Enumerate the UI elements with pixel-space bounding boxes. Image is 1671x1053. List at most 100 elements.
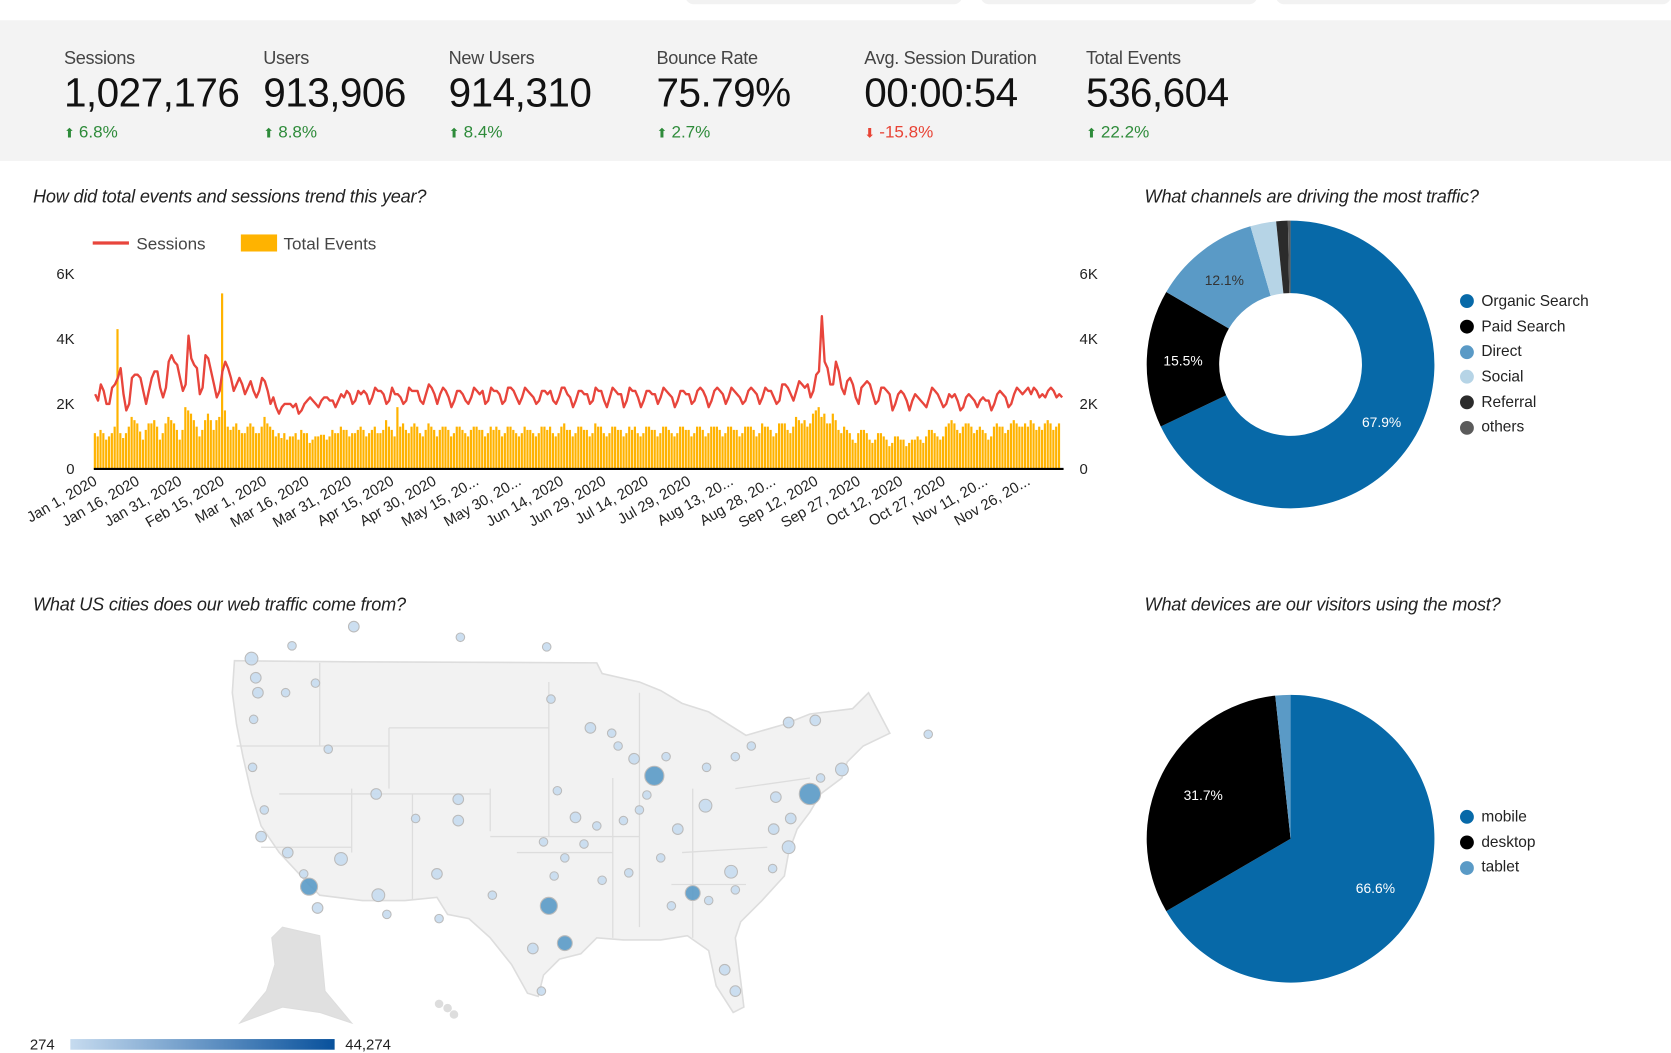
city-bubble[interactable] — [299, 877, 319, 896]
page-tab[interactable] — [980, 0, 1258, 5]
city-bubble[interactable] — [781, 840, 796, 855]
city-bubble[interactable] — [255, 830, 267, 843]
slice-referral[interactable] — [1276, 220, 1290, 294]
city-bubble[interactable] — [666, 901, 677, 911]
city-bubble[interactable] — [536, 986, 547, 996]
city-bubble[interactable] — [538, 837, 549, 847]
city-bubble[interactable] — [597, 875, 607, 886]
legend-item-social[interactable]: Social — [1460, 365, 1589, 390]
legend-item-direct[interactable]: Direct — [1460, 339, 1589, 364]
city-bubble[interactable] — [923, 729, 934, 740]
legend-item-desktop[interactable]: desktop — [1460, 830, 1535, 855]
city-bubble[interactable] — [767, 823, 780, 835]
city-bubble[interactable] — [606, 728, 617, 738]
city-bubble[interactable] — [247, 762, 258, 773]
us-cities-map[interactable] — [0, 607, 959, 1044]
city-bubble[interactable] — [642, 790, 652, 800]
city-bubble[interactable] — [382, 909, 392, 920]
city-bubble[interactable] — [549, 871, 559, 881]
slice-desktop[interactable] — [1146, 695, 1291, 912]
city-bubble[interactable] — [684, 885, 701, 902]
city-bubble[interactable] — [248, 714, 259, 725]
city-bubble[interactable] — [767, 863, 778, 874]
city-bubble[interactable] — [347, 620, 360, 633]
slice-paid-search[interactable] — [1146, 292, 1229, 427]
legend-item-referral[interactable]: Referral — [1460, 390, 1589, 415]
city-bubble[interactable] — [579, 839, 589, 849]
city-bubble[interactable] — [244, 651, 259, 666]
city-bubble[interactable] — [556, 935, 573, 952]
city-bubble[interactable] — [452, 793, 465, 806]
legend-item-others[interactable]: others — [1460, 415, 1589, 440]
slice-tablet[interactable] — [1275, 694, 1291, 839]
city-bubble[interactable] — [701, 762, 712, 773]
city-bubble[interactable] — [371, 888, 386, 903]
city-bubble[interactable] — [655, 853, 666, 863]
city-bubble[interactable] — [628, 752, 640, 765]
city-bubble[interactable] — [280, 687, 291, 698]
city-bubble[interactable] — [644, 765, 665, 786]
city-bubble[interactable] — [539, 896, 558, 915]
events-bar — [1052, 429, 1055, 469]
city-bubble[interactable] — [591, 821, 602, 831]
city-bubble[interactable] — [310, 678, 321, 688]
slice-others[interactable] — [1287, 220, 1291, 294]
city-bubble[interactable] — [487, 890, 498, 900]
city-bubble[interactable] — [434, 913, 444, 924]
city-bubble[interactable] — [584, 722, 597, 734]
city-bubble[interactable] — [298, 869, 309, 879]
city-bubble[interactable] — [730, 885, 741, 895]
city-bubble[interactable] — [623, 868, 634, 878]
city-bubble[interactable] — [526, 942, 539, 955]
city-bubble[interactable] — [546, 694, 556, 704]
city-bubble[interactable] — [252, 686, 264, 699]
city-bubble[interactable] — [431, 868, 443, 880]
city-bubble[interactable] — [769, 791, 782, 804]
city-bubble[interactable] — [798, 782, 822, 806]
city-bubble[interactable] — [784, 812, 797, 825]
legend-item-organic-search[interactable]: Organic Search — [1460, 289, 1589, 314]
city-bubble[interactable] — [541, 642, 552, 652]
city-bubble[interactable] — [746, 741, 757, 751]
city-bubble[interactable] — [698, 798, 713, 813]
city-bubble[interactable] — [724, 864, 738, 879]
legend-item-mobile[interactable]: mobile — [1460, 805, 1535, 830]
page-tab[interactable] — [1275, 0, 1671, 5]
city-bubble[interactable] — [287, 641, 297, 651]
slice-direct[interactable] — [1166, 226, 1271, 329]
city-bubble[interactable] — [718, 963, 731, 976]
city-bubble[interactable] — [323, 744, 334, 754]
legend-item-tablet[interactable]: tablet — [1460, 855, 1535, 880]
city-bubble[interactable] — [452, 814, 465, 827]
city-bubble[interactable] — [613, 741, 623, 751]
legend-item-paid-search[interactable]: Paid Search — [1460, 314, 1589, 339]
city-bubble[interactable] — [311, 902, 324, 914]
city-bubble[interactable] — [281, 846, 294, 859]
city-bubble[interactable] — [249, 671, 262, 684]
city-bubble[interactable] — [259, 805, 270, 815]
city-bubble[interactable] — [809, 714, 822, 727]
city-bubble[interactable] — [782, 716, 795, 729]
city-bubble[interactable] — [334, 852, 348, 866]
city-bubble[interactable] — [661, 751, 671, 762]
city-bubble[interactable] — [671, 823, 684, 835]
city-bubble[interactable] — [815, 773, 826, 783]
city-bubble[interactable] — [455, 632, 466, 643]
city-bubble[interactable] — [634, 805, 645, 815]
events-bar — [696, 426, 699, 469]
city-bubble[interactable] — [569, 811, 582, 824]
city-bubble[interactable] — [370, 788, 383, 800]
city-bubble[interactable] — [410, 813, 421, 824]
slice-organic-search[interactable] — [1160, 220, 1435, 509]
city-bubble[interactable] — [729, 985, 742, 997]
slice-social[interactable] — [1250, 221, 1284, 296]
page-tab[interactable] — [685, 0, 963, 5]
events-bar — [526, 429, 529, 469]
city-bubble[interactable] — [703, 895, 714, 906]
city-bubble[interactable] — [730, 751, 741, 762]
city-bubble[interactable] — [618, 815, 629, 826]
city-bubble[interactable] — [560, 853, 570, 863]
slice-mobile[interactable] — [1166, 694, 1435, 983]
city-bubble[interactable] — [834, 762, 849, 777]
city-bubble[interactable] — [552, 785, 563, 796]
